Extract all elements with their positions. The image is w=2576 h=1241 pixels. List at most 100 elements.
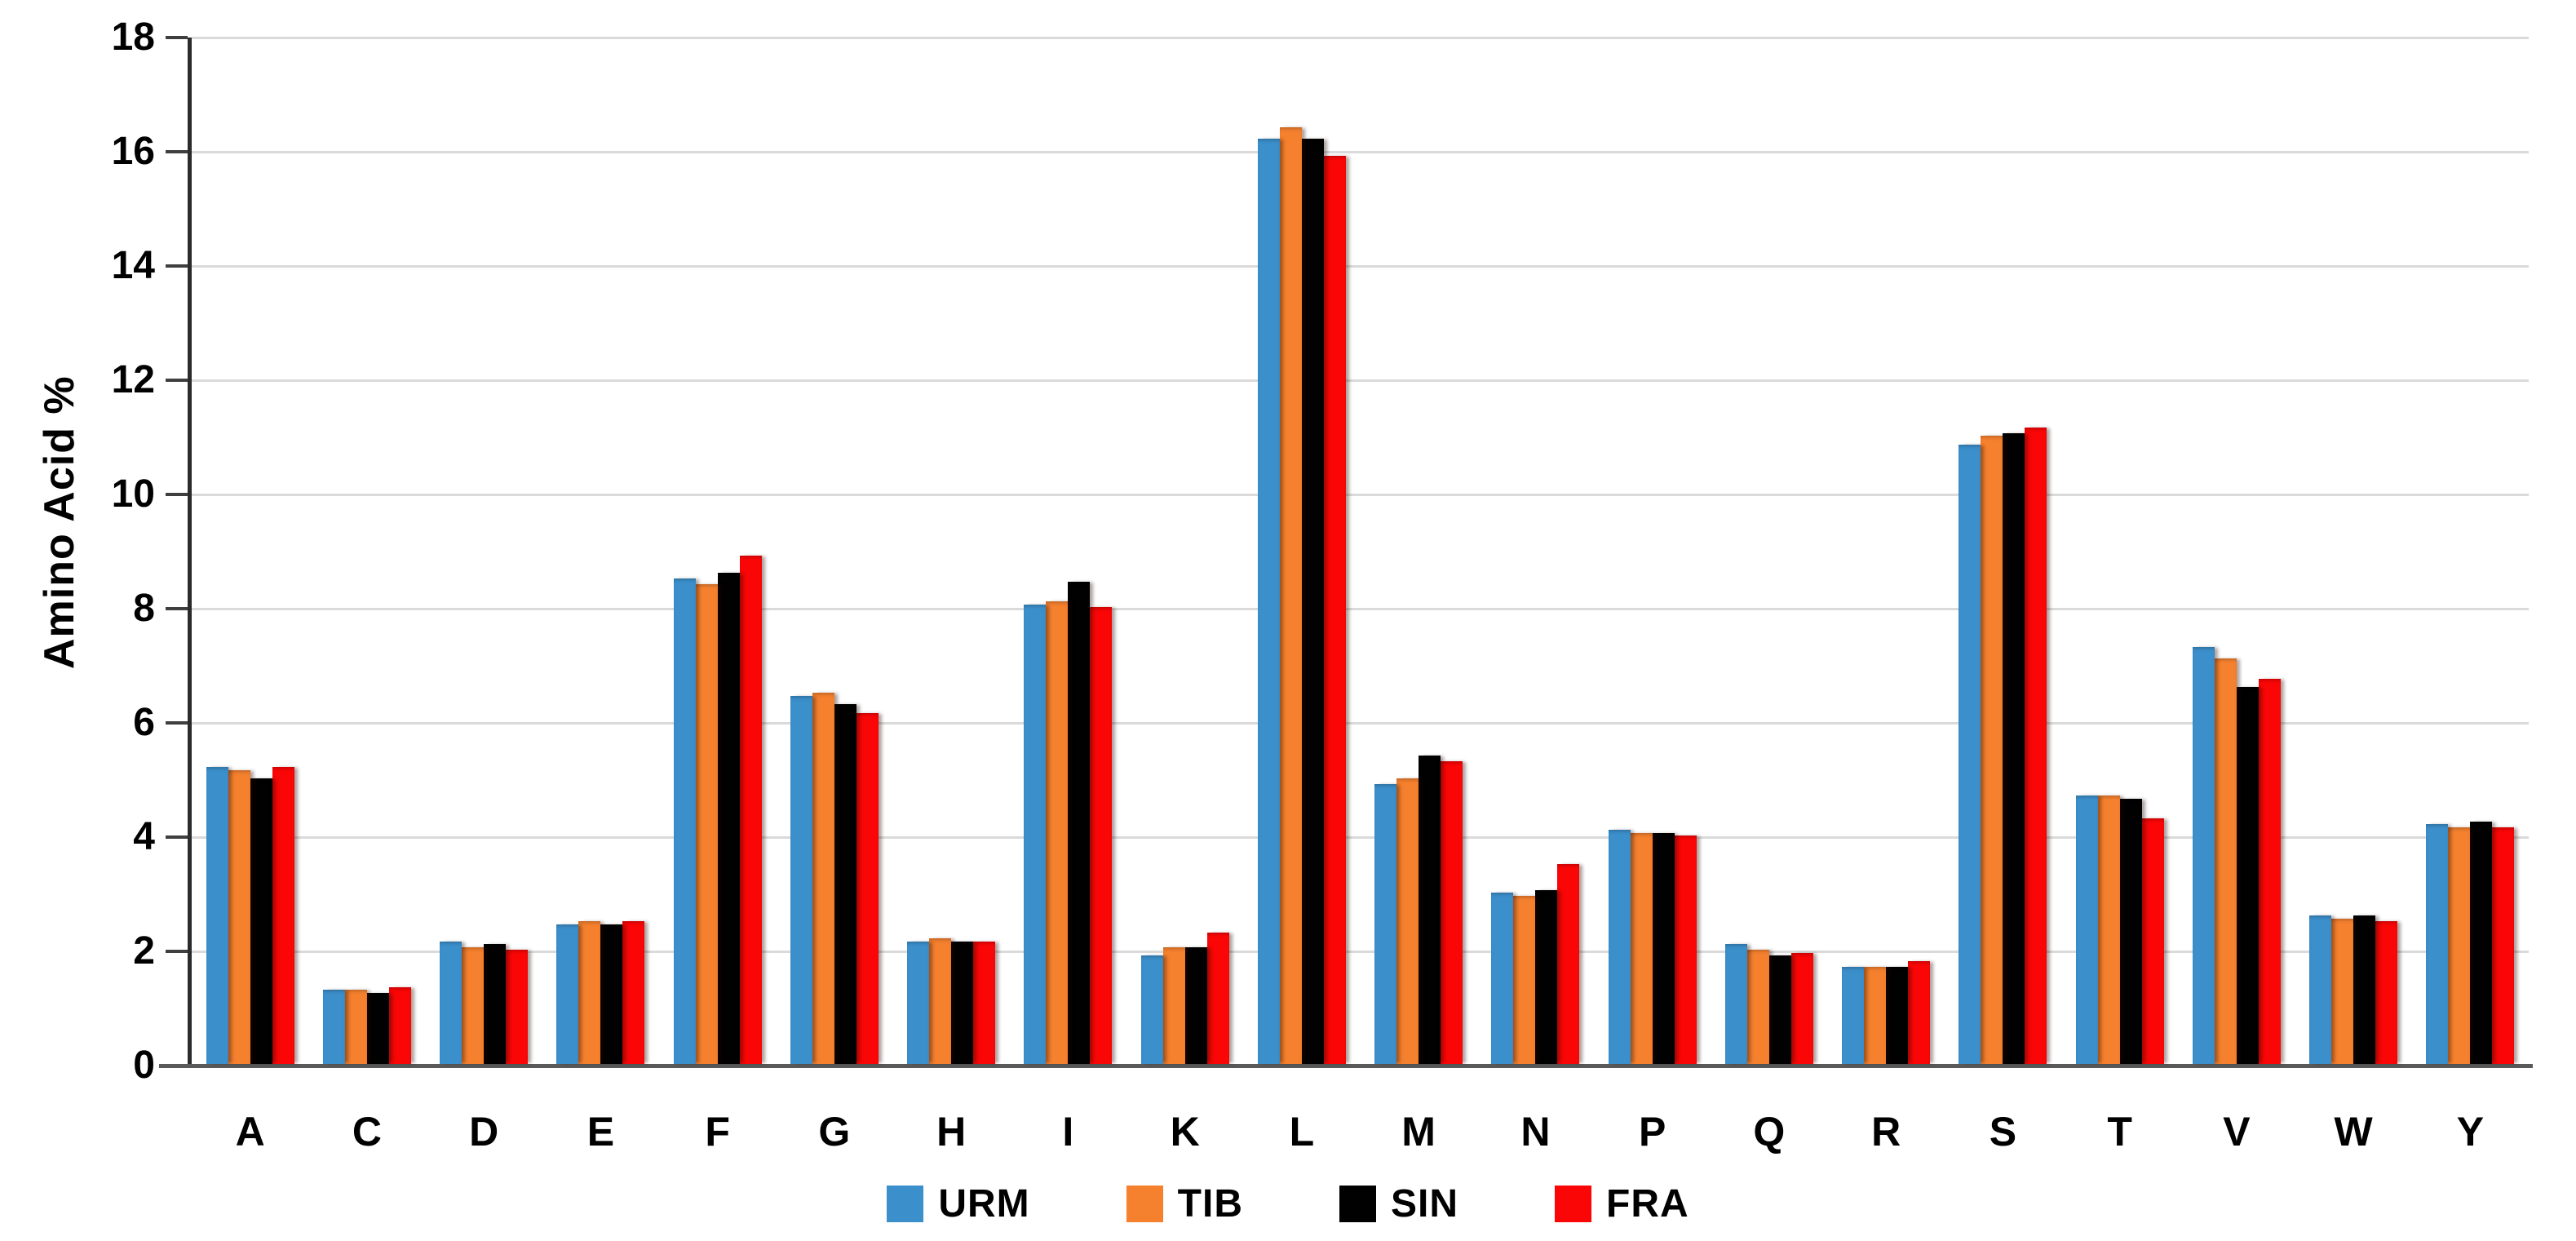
- bar-URM-P: [1608, 830, 1631, 1064]
- legend-item-SIN: SIN: [1339, 1181, 1458, 1226]
- bar-URM-S: [1959, 444, 1981, 1064]
- legend-swatch-FRA: [1555, 1186, 1591, 1222]
- bar-TIB-G: [812, 693, 834, 1064]
- legend-swatch-TIB: [1126, 1186, 1163, 1222]
- bar-FRA-T: [2141, 818, 2164, 1064]
- bar-FRA-Q: [1790, 952, 1813, 1064]
- bar-FRA-N: [1557, 864, 1580, 1064]
- bar-group-T: [2061, 38, 2178, 1064]
- bar-TIB-N: [1513, 895, 1536, 1064]
- bar-SIN-D: [484, 944, 507, 1064]
- bar-group-P: [1594, 38, 1711, 1064]
- legend-label-URM: URM: [938, 1182, 1030, 1225]
- bar-SIN-R: [1886, 967, 1909, 1064]
- x-axis-label-F: F: [705, 1109, 730, 1155]
- bar-TIB-E: [578, 921, 601, 1064]
- bar-SIN-L: [1301, 139, 1324, 1064]
- bar-FRA-L: [1323, 156, 1346, 1064]
- bar-TIB-T: [2097, 796, 2120, 1064]
- legend-item-URM: URM: [887, 1181, 1029, 1226]
- bar-URM-M: [1374, 784, 1397, 1064]
- bar-URM-T: [2075, 796, 2098, 1064]
- legend-item-FRA: FRA: [1555, 1181, 1689, 1226]
- bar-TIB-C: [344, 990, 367, 1064]
- y-tick-mark-10: [166, 493, 188, 496]
- bar-TIB-H: [929, 938, 952, 1064]
- x-axis-label-M: M: [1401, 1109, 1436, 1155]
- bar-group-N: [1477, 38, 1594, 1064]
- y-tick-label-14: 14: [111, 244, 155, 287]
- legend-item-TIB: TIB: [1126, 1181, 1243, 1226]
- gridline-y-6: [192, 722, 2529, 725]
- bar-SIN-G: [834, 704, 856, 1064]
- bar-SIN-E: [600, 924, 623, 1064]
- y-tick-mark-12: [166, 379, 188, 382]
- gridline-y-10: [192, 494, 2529, 496]
- y-tick-mark-4: [166, 835, 188, 839]
- bar-URM-G: [790, 695, 812, 1064]
- x-axis-label-Q: Q: [1753, 1109, 1786, 1155]
- bar-SIN-Y: [2470, 821, 2493, 1064]
- bar-group-K: [1126, 38, 1243, 1064]
- bar-URM-A: [206, 767, 228, 1064]
- x-axis-label-P: P: [1638, 1109, 1666, 1155]
- bar-FRA-F: [739, 556, 762, 1064]
- y-tick-label-18: 18: [111, 16, 155, 59]
- y-tick-label-10: 10: [111, 472, 155, 516]
- y-tick-label-16: 16: [111, 130, 155, 173]
- bar-SIN-I: [1068, 581, 1091, 1064]
- bar-FRA-K: [1206, 933, 1229, 1064]
- bar-SIN-M: [1419, 756, 1441, 1064]
- bar-URM-E: [556, 924, 579, 1064]
- bar-SIN-H: [951, 941, 974, 1064]
- bar-URM-W: [2309, 915, 2332, 1064]
- gridline-y-8: [192, 608, 2529, 610]
- bar-FRA-S: [2025, 427, 2047, 1064]
- bar-FRA-R: [1908, 961, 1931, 1064]
- y-axis-line: [188, 38, 192, 1068]
- legend-label-SIN: SIN: [1390, 1182, 1458, 1225]
- bar-FRA-W: [2375, 921, 2398, 1064]
- y-tick-label-12: 12: [111, 358, 155, 401]
- bar-TIB-M: [1396, 778, 1419, 1064]
- bar-URM-D: [440, 941, 463, 1064]
- bar-TIB-K: [1162, 946, 1185, 1064]
- bar-FRA-I: [1090, 607, 1113, 1064]
- bar-FRA-Y: [2492, 827, 2515, 1064]
- bar-FRA-A: [272, 767, 294, 1064]
- y-tick-label-2: 2: [133, 929, 155, 973]
- x-axis-label-K: K: [1170, 1109, 1200, 1155]
- y-tick-mark-2: [166, 950, 188, 953]
- bar-group-W: [2295, 38, 2412, 1064]
- gridline-y-4: [192, 836, 2529, 839]
- bar-TIB-Q: [1746, 950, 1769, 1064]
- bar-SIN-V: [2236, 687, 2259, 1064]
- bar-URM-N: [1491, 893, 1514, 1064]
- bar-URM-L: [1257, 139, 1280, 1064]
- bar-URM-I: [1024, 604, 1047, 1064]
- y-tick-mark-8: [166, 607, 188, 610]
- bar-TIB-V: [2214, 658, 2237, 1064]
- bar-SIN-T: [2119, 798, 2142, 1064]
- bar-TIB-W: [2331, 918, 2354, 1064]
- y-tick-mark-14: [166, 264, 188, 268]
- bar-FRA-V: [2258, 678, 2281, 1064]
- y-tick-label-8: 8: [133, 587, 155, 630]
- x-axis-label-W: W: [2334, 1109, 2373, 1155]
- legend: URM TIB SIN FRA: [0, 1181, 2576, 1226]
- legend-swatch-URM: [887, 1186, 924, 1222]
- x-axis-label-D: D: [469, 1109, 499, 1155]
- bar-TIB-I: [1046, 601, 1069, 1064]
- legend-swatch-SIN: [1339, 1186, 1376, 1222]
- x-axis-label-R: R: [1871, 1109, 1901, 1155]
- x-axis-label-Y: Y: [2456, 1109, 2485, 1155]
- y-tick-label-0: 0: [133, 1044, 155, 1087]
- bar-group-L: [1243, 38, 1360, 1064]
- bar-URM-Y: [2426, 824, 2449, 1064]
- bar-TIB-R: [1864, 967, 1887, 1064]
- bar-URM-K: [1140, 955, 1163, 1064]
- bar-FRA-G: [856, 712, 879, 1064]
- bar-group-Q: [1711, 38, 1827, 1064]
- bar-group-S: [1945, 38, 2061, 1064]
- y-tick-label-4: 4: [133, 815, 155, 858]
